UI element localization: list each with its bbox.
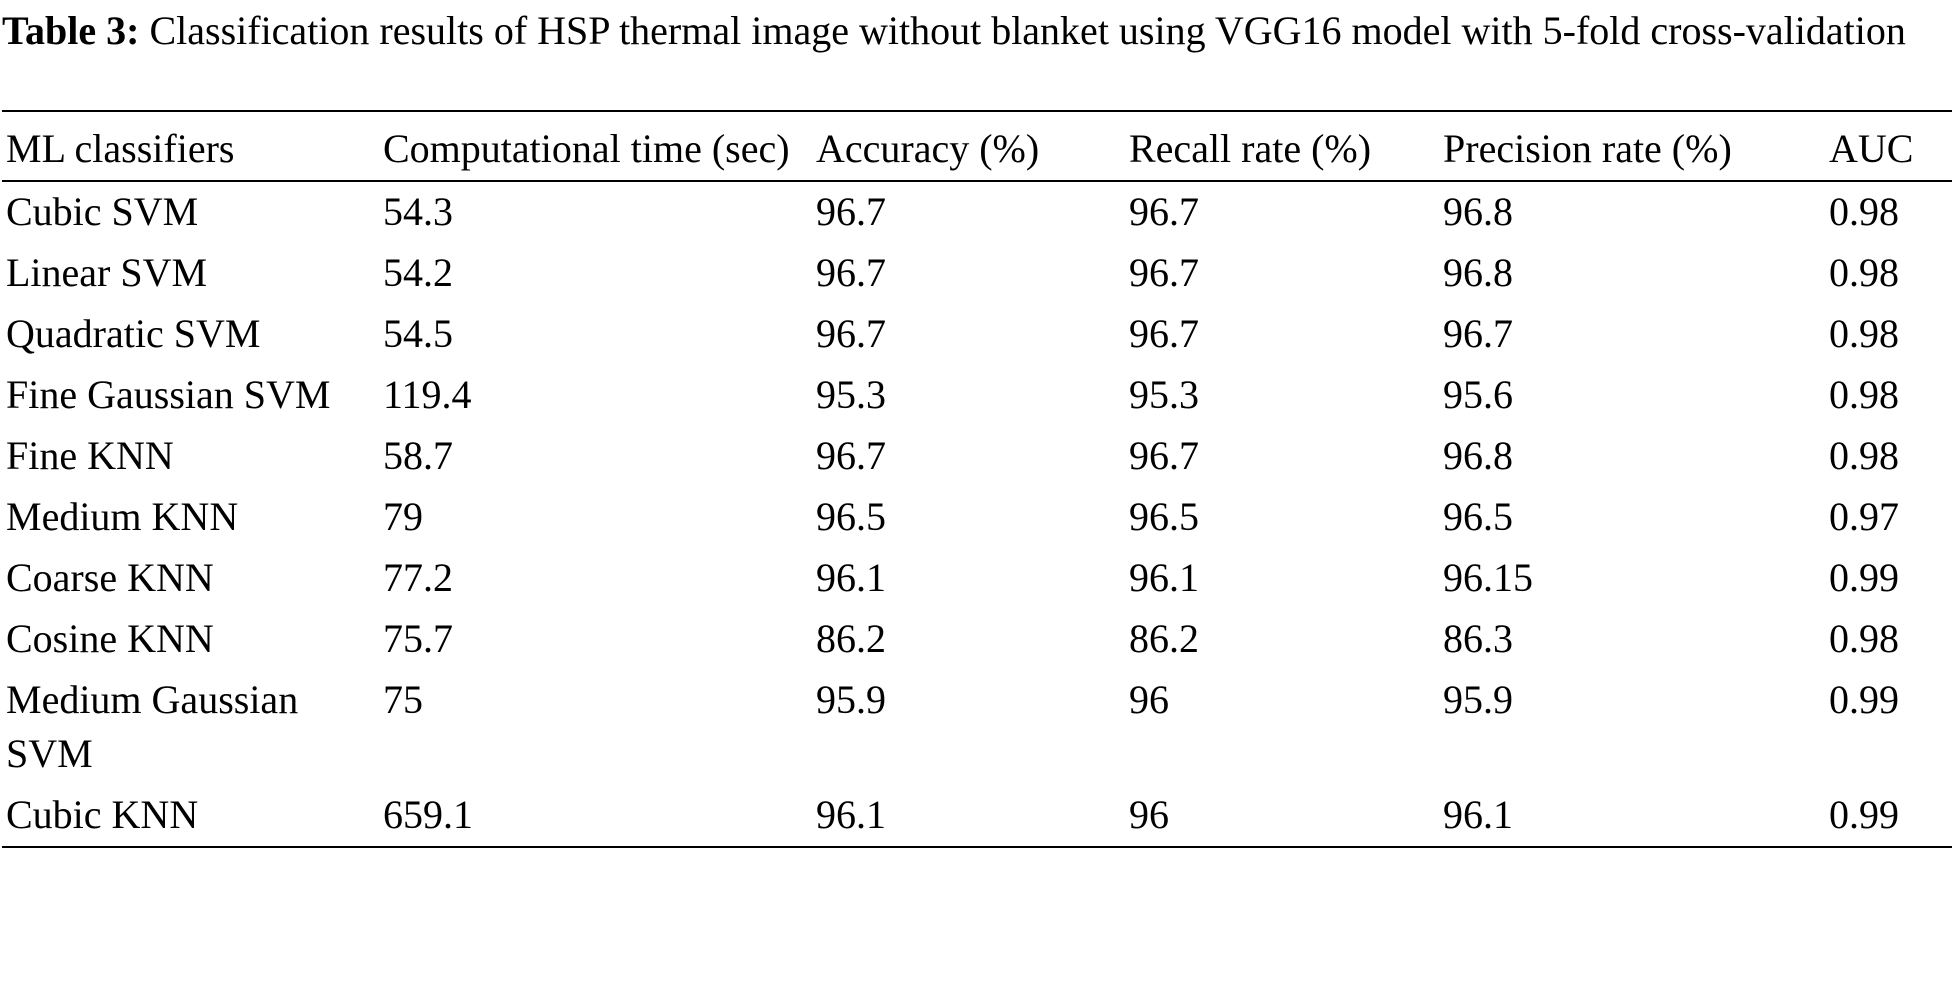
table-cell: 58.7: [383, 433, 453, 478]
table-cell: 96.5: [1443, 494, 1513, 539]
table-cell: 86.3: [1443, 616, 1513, 661]
table-cell: 96.8: [1443, 433, 1513, 478]
header-cell: AUC: [1829, 126, 1914, 171]
table-cell: 96.7: [816, 311, 886, 356]
table-cell: 75.7: [383, 616, 453, 661]
table-cell: Cosine KNN: [6, 616, 214, 661]
table-cell: 79: [383, 494, 423, 539]
table-row: Fine KNN 58.7 96.7 96.7 96.8 0.98: [2, 426, 1952, 487]
table-cell: 0.98: [1829, 311, 1899, 356]
table-cell: 54.3: [383, 189, 453, 234]
table-row: Fine Gaussian SVM 119.4 95.3 95.3 95.6 0.98: [2, 365, 1952, 426]
header-cell: Accuracy (%): [816, 126, 1040, 171]
header-cell: Computational time (sec): [383, 126, 790, 171]
table-caption: Table 3: Classification results of HSP t…: [0, 0, 1954, 110]
table-cell: 96.7: [1129, 433, 1199, 478]
table-cell: 96.7: [1129, 250, 1199, 295]
header-cell: ML classifiers: [6, 126, 235, 171]
header-cell: Precision rate (%): [1443, 126, 1732, 171]
table-header: ML classifiers Computational time (sec) Ac…: [2, 111, 1952, 181]
table-cell: 0.99: [1829, 792, 1899, 837]
table-cell: 95.9: [816, 677, 886, 722]
caption-label: Table 3:: [2, 8, 140, 53]
table-cell: 96.7: [816, 250, 886, 295]
caption-text: Classification results of HSP thermal im…: [149, 8, 1906, 53]
table-cell: 95.9: [1443, 677, 1513, 722]
table-cell: 0.98: [1829, 433, 1899, 478]
header-row: ML classifiers Computational time (sec) Ac…: [2, 111, 1952, 181]
table-row: Coarse KNN 77.2 96.1 96.1 96.15 0.99: [2, 548, 1952, 609]
table-cell: 96.7: [1129, 311, 1199, 356]
table-row: Cubic KNN 659.1 96.1 96 96.1 0.99: [2, 785, 1952, 847]
table-cell: Medium Gaussian SVM: [6, 677, 299, 776]
table-cell: 96.1: [816, 792, 886, 837]
table-cell: 0.98: [1829, 616, 1899, 661]
table-cell: 96.1: [1443, 792, 1513, 837]
table-cell: Cubic SVM: [6, 189, 199, 234]
table-cell: 659.1: [383, 792, 473, 837]
table-cell: 96.7: [1129, 189, 1199, 234]
table-row: Medium Gaussian SVM 75 95.9 96 95.9 0.99: [2, 670, 1952, 785]
table-cell: Linear SVM: [6, 250, 208, 295]
header-cell: Recall rate (%): [1129, 126, 1372, 171]
table-cell: Medium KNN: [6, 494, 239, 539]
table-cell: 86.2: [1129, 616, 1199, 661]
table-cell: 0.98: [1829, 250, 1899, 295]
table-cell: 96.1: [816, 555, 886, 600]
table-row: Linear SVM 54.2 96.7 96.7 96.8 0.98: [2, 243, 1952, 304]
table-cell: 0.99: [1829, 555, 1899, 600]
table-cell: 0.97: [1829, 494, 1899, 539]
table-cell: Fine KNN: [6, 433, 174, 478]
table-cell: 96.7: [816, 433, 886, 478]
table-cell: Quadratic SVM: [6, 311, 261, 356]
table-cell: 95.3: [1129, 372, 1199, 417]
table-cell: 95.6: [1443, 372, 1513, 417]
table-cell: 96.5: [1129, 494, 1199, 539]
table-cell: Fine Gaussian SVM: [6, 372, 331, 417]
table-body: Cubic SVM 54.3 96.7 96.7 96.8 0.98 Linear SVM 5…: [2, 181, 1952, 847]
table-cell: 96.15: [1443, 555, 1533, 600]
table-cell: 75: [383, 677, 423, 722]
table-cell: 95.3: [816, 372, 886, 417]
table-cell: Cubic KNN: [6, 792, 199, 837]
table-cell: 96.1: [1129, 555, 1199, 600]
results-table: ML classifiers Computational time (sec) Ac…: [2, 110, 1952, 848]
table-cell: 54.5: [383, 311, 453, 356]
table-cell: 119.4: [383, 372, 472, 417]
table-cell: 96.7: [816, 189, 886, 234]
table-row: Medium KNN 79 96.5 96.5 96.5 0.97: [2, 487, 1952, 548]
table-row: Cubic SVM 54.3 96.7 96.7 96.8 0.98: [2, 181, 1952, 243]
table-cell: 96.8: [1443, 250, 1513, 295]
table-row: Cosine KNN 75.7 86.2 86.2 86.3 0.98: [2, 609, 1952, 670]
table-cell: 96.5: [816, 494, 886, 539]
table-row: Quadratic SVM 54.5 96.7 96.7 96.7 0.98: [2, 304, 1952, 365]
table-cell: 86.2: [816, 616, 886, 661]
table-cell: 0.98: [1829, 372, 1899, 417]
table-cell: 54.2: [383, 250, 453, 295]
table-cell: 0.98: [1829, 189, 1899, 234]
table-cell: 96.7: [1443, 311, 1513, 356]
table-cell: 77.2: [383, 555, 453, 600]
table-cell: 96: [1129, 792, 1169, 837]
table-cell: Coarse KNN: [6, 555, 214, 600]
table-cell: 96.8: [1443, 189, 1513, 234]
table-cell: 0.99: [1829, 677, 1899, 722]
table-cell: 96: [1129, 677, 1169, 722]
